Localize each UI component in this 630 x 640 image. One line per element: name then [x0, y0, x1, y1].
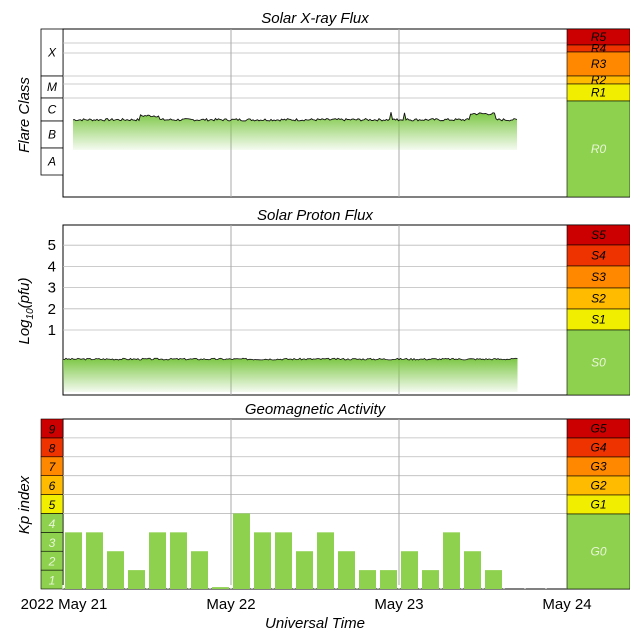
- kp-bar: [107, 551, 124, 589]
- proton-scale-label: S1: [591, 313, 606, 327]
- proton-flux-line: [62, 357, 518, 361]
- proton-ytick-label: 1: [48, 322, 56, 339]
- kp-bar: [464, 551, 481, 589]
- kp-bar: [296, 551, 313, 589]
- kp-bar: [254, 532, 271, 589]
- proton-scale-box: [566, 329, 630, 396]
- xray-class-box: [40, 147, 64, 176]
- xray-scale-label: R3: [591, 57, 607, 71]
- proton-scale-label: S3: [591, 270, 606, 284]
- kp-level-label: 5: [49, 498, 56, 512]
- kp-bar: [422, 570, 439, 589]
- kp-scale-label: G1: [590, 498, 606, 512]
- kp-bar: [443, 532, 460, 589]
- kp-level-label: 1: [49, 574, 56, 588]
- xray-scale-label: R5: [591, 30, 607, 44]
- proton-ytick-label: 4: [48, 258, 56, 275]
- xray-class-label: A: [47, 155, 56, 169]
- kp-scale-label: G2: [590, 479, 606, 493]
- xray-scale-box: [566, 51, 630, 77]
- kp-level-label: 7: [49, 460, 57, 474]
- kp-scale-label: G5: [590, 422, 606, 436]
- xray-class-label: M: [47, 80, 57, 94]
- kp-bar: [191, 551, 208, 589]
- kp-level-label: 9: [49, 422, 56, 436]
- kp-bar: [212, 587, 229, 589]
- kp-bar: [65, 532, 82, 589]
- x-tick-may21: 2022 May 21: [21, 596, 108, 613]
- kp-level-label: 6: [49, 479, 56, 493]
- xray-class-label: B: [48, 128, 56, 142]
- kp-level-box: [40, 418, 64, 439]
- kp-bar: [380, 570, 397, 589]
- xray-class-label: C: [48, 103, 57, 117]
- kp-bar: [149, 532, 166, 589]
- kp-scale-label: G3: [590, 460, 606, 474]
- xray-ylabel: Flare Class: [16, 77, 33, 153]
- proton-scale-label: S4: [591, 249, 606, 263]
- xray-scale-label: R0: [591, 142, 607, 156]
- proton-scale-label: S0: [591, 356, 606, 370]
- kp-bar: [401, 551, 418, 589]
- geomag-title: Geomagnetic Activity: [245, 401, 387, 418]
- kp-scale-label: G4: [590, 441, 606, 455]
- proton-title: Solar Proton Flux: [257, 207, 373, 224]
- xray-scale-label: R2: [591, 73, 607, 87]
- kp-level-label: 8: [49, 441, 56, 455]
- kp-scale-box: [566, 513, 630, 590]
- xray-flux-area: [73, 112, 517, 150]
- xray-scale-box: [566, 100, 630, 198]
- proton-ytick-label: 3: [48, 280, 56, 297]
- kp-bar: [233, 513, 250, 589]
- kp-bar: [170, 532, 187, 589]
- x-tick-may22: May 22: [206, 596, 255, 613]
- xray-flux-line: [72, 112, 518, 122]
- kp-ylabel: Kp index: [16, 475, 33, 534]
- kp-level-label: 2: [48, 555, 56, 569]
- kp-bar: [359, 570, 376, 589]
- xray-class-label: X: [47, 46, 57, 60]
- kp-bar: [317, 532, 334, 589]
- kp-scale-label: G0: [590, 545, 606, 559]
- kp-bar: [275, 532, 292, 589]
- x-tick-may23: May 23: [374, 596, 423, 613]
- xray-scale-label: R1: [591, 86, 606, 100]
- proton-scale-label: S2: [591, 292, 606, 306]
- proton-scale-label: S5: [591, 228, 606, 242]
- xray-title: Solar X-ray Flux: [261, 10, 369, 27]
- kp-level-label: 4: [49, 517, 56, 531]
- proton-ytick-label: 5: [48, 237, 56, 254]
- proton-flux-area: [63, 358, 518, 392]
- kp-bar: [128, 570, 145, 589]
- kp-bar: [485, 570, 502, 589]
- xray-plot-area: [62, 28, 630, 198]
- kp-level-label: 3: [49, 536, 56, 550]
- kp-bar: [338, 551, 355, 589]
- x-tick-may24: May 24: [542, 596, 591, 613]
- proton-ylabel: Log10(pfu): [16, 277, 36, 344]
- kp-bar: [86, 532, 103, 589]
- proton-ytick-label: 2: [48, 301, 56, 318]
- x-axis-label: Universal Time: [265, 615, 365, 632]
